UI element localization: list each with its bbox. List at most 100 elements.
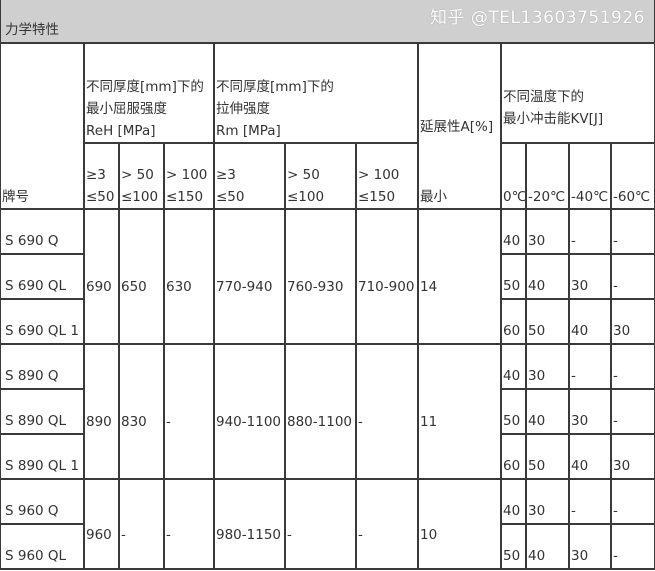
cell-line: 不同厚度[mm]下的	[216, 79, 334, 95]
cell-line: 最小冲击能KV[J]	[503, 111, 604, 127]
header-grade: 牌号	[0, 42, 85, 210]
grade-cell: S 690 QL 1	[0, 298, 85, 345]
grade-cell: S 690 Q	[0, 208, 85, 255]
impact-energy-cell: 30	[525, 343, 570, 390]
table-row: S 690 QL 1 60 50 40 30	[0, 298, 655, 345]
cell-line: > 100	[358, 167, 400, 183]
impact-energy-cell: 50	[525, 433, 570, 480]
header-yield-strength: 不同厚度[mm]下的 最小屈服强度 ReH [MPa]	[83, 42, 215, 144]
header-temperature: 0℃	[500, 142, 527, 210]
impact-energy-cell: -	[610, 253, 655, 300]
impact-energy-cell: -	[568, 478, 612, 525]
impact-energy-cell: 50	[500, 523, 527, 570]
impact-energy-cell: 40	[500, 343, 527, 390]
header-thickness: ≥3 ≤50	[213, 142, 286, 210]
header-elongation-min: 最小	[420, 189, 447, 205]
table-row: S 890 Q 890 830-940-1100 880-1100-11 40 30- -	[0, 343, 655, 480]
yield-strength-cell: 690	[83, 208, 120, 345]
tensile-strength-cell: 770-940	[213, 208, 286, 345]
table-row: S 890 QL 50 40 30-	[0, 388, 655, 435]
table-row: S 960 Q 960- -980-1150- -10 40 30- -	[0, 478, 655, 570]
table-title: 力学特性	[0, 0, 655, 44]
impact-energy-cell: 60	[500, 298, 527, 345]
grade-cell: S 690 QL	[0, 253, 85, 300]
yield-strength-cell: -	[163, 343, 215, 480]
cell-line: ≥3	[86, 167, 106, 183]
header-thickness: > 100 ≤150	[163, 142, 215, 210]
grade-cell: S 890 QL	[0, 388, 85, 435]
header-elongation-label: 延展性A[%]	[420, 119, 494, 135]
tensile-strength-cell: 760-930	[284, 208, 357, 345]
table-row: 牌号 不同厚度[mm]下的 最小屈服强度 ReH [MPa] 不同厚度[mm]下的 拉伸强…	[0, 42, 655, 210]
header-thickness: > 100 ≤150	[355, 142, 419, 210]
impact-energy-cell: 60	[500, 433, 527, 480]
impact-energy-cell: 40	[568, 433, 612, 480]
grade-cell: S 960 Q	[0, 478, 85, 525]
cell-line: > 100	[166, 167, 208, 183]
cell-line: 最小屈服强度	[86, 101, 167, 117]
impact-energy-cell: -	[610, 523, 655, 570]
cell-line: 不同厚度[mm]下的	[86, 79, 204, 95]
impact-energy-cell: 50	[500, 253, 527, 300]
cell-line: Rm [MPa]	[216, 123, 281, 139]
tensile-strength-cell: 940-1100	[213, 343, 286, 480]
header-tensile-strength: 不同厚度[mm]下的 拉伸强度 Rm [MPa]	[213, 42, 419, 144]
yield-strength-cell: -	[118, 478, 165, 570]
table-row: 力学特性	[0, 0, 655, 44]
grade-cell: S 890 QL 1	[0, 433, 85, 480]
impact-energy-cell: -	[610, 208, 655, 255]
cell-line: 拉伸强度	[216, 101, 270, 117]
cell-line: ≤50	[216, 189, 245, 205]
impact-energy-cell: 30	[610, 433, 655, 480]
impact-energy-cell: -	[610, 388, 655, 435]
cell-line: ≤50	[86, 189, 115, 205]
cell-line: ≤150	[166, 189, 204, 205]
yield-strength-cell: 830	[118, 343, 165, 480]
cell-line: ≤100	[287, 189, 325, 205]
header-temperature: -20℃	[525, 142, 570, 210]
spacer	[420, 138, 499, 186]
table-row: S 890 QL 1 60 50 40 30	[0, 433, 655, 480]
elongation-cell: 11	[417, 343, 502, 480]
impact-energy-cell: 30	[525, 478, 570, 525]
impact-energy-cell: 30	[610, 298, 655, 345]
elongation-cell: 10	[417, 478, 502, 570]
impact-energy-cell: 30	[568, 523, 612, 570]
impact-energy-cell: 40	[525, 523, 570, 570]
header-impact-energy: 不同温度下的最小冲击能KV[J]	[500, 42, 655, 144]
tensile-strength-cell: -	[355, 343, 419, 480]
impact-energy-cell: 40	[525, 253, 570, 300]
impact-energy-cell: 40	[568, 298, 612, 345]
grade-cell: S 960 QL	[0, 523, 85, 570]
impact-energy-cell: 40	[500, 478, 527, 525]
header-temperature: -40℃	[568, 142, 612, 210]
table-row: S 690 Q 690 650 630 770-940 760-930 710-900 14 4…	[0, 208, 655, 345]
header-thickness: > 50 ≤100	[118, 142, 165, 210]
cell-line: ≤150	[358, 189, 396, 205]
header-thickness: ≥3 ≤50	[83, 142, 120, 210]
yield-strength-cell: 960	[83, 478, 120, 570]
yield-strength-cell: 630	[163, 208, 215, 345]
impact-energy-cell: 30	[525, 208, 570, 255]
cell-line: ≤100	[121, 189, 159, 205]
header-elongation: 延展性A[%] 最小	[417, 42, 502, 210]
impact-energy-cell: 50	[525, 298, 570, 345]
impact-energy-cell: -	[568, 343, 612, 390]
impact-energy-cell: -	[610, 478, 655, 525]
cell-line: 不同温度下的	[503, 89, 584, 105]
tensile-strength-cell: -	[355, 478, 419, 570]
tensile-strength-cell: -	[284, 478, 357, 570]
impact-energy-cell: 50	[500, 388, 527, 435]
yield-strength-cell: 890	[83, 343, 120, 480]
header-temperature: -60℃	[610, 142, 655, 210]
cell-line: ≥3	[216, 167, 236, 183]
table-row: S 690 QL 50 40 30-	[0, 253, 655, 300]
cell-line: > 50	[121, 167, 154, 183]
cell-line: ReH [MPa]	[86, 123, 156, 139]
yield-strength-cell: 650	[118, 208, 165, 345]
table-row: ≥3 ≤50 > 50 ≤100 > 100 ≤150 ≥3 ≤50 > 50 ≤100 > 100…	[0, 142, 655, 210]
tensile-strength-cell: 710-900	[355, 208, 419, 345]
tensile-strength-cell: 980-1150	[213, 478, 286, 570]
elongation-cell: 14	[417, 208, 502, 345]
